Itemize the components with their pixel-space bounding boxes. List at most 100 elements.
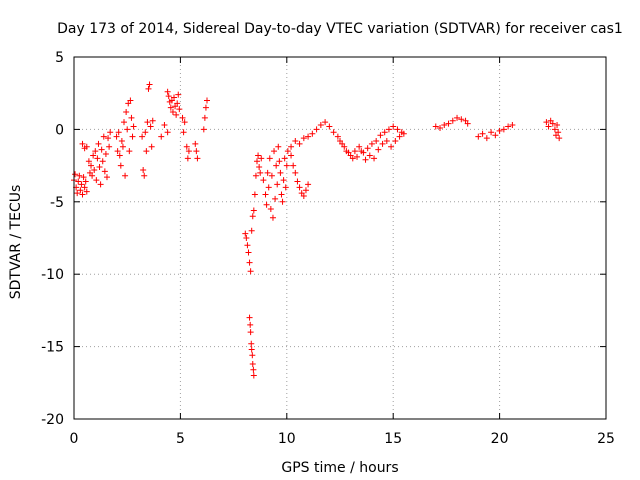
data-point — [173, 111, 180, 118]
data-point — [116, 152, 123, 159]
data-point — [124, 126, 131, 133]
data-point — [292, 137, 299, 144]
data-point — [400, 130, 407, 137]
data-point — [556, 135, 563, 142]
data-point — [244, 242, 251, 249]
data-points — [71, 81, 563, 379]
data-point — [83, 143, 90, 150]
data-point — [349, 155, 356, 162]
data-point — [479, 130, 486, 137]
data-point — [268, 172, 275, 179]
data-point — [88, 162, 95, 169]
data-point — [554, 122, 561, 129]
data-point — [449, 117, 456, 124]
data-point — [555, 129, 562, 136]
data-point — [390, 123, 397, 130]
data-point — [248, 227, 255, 234]
data-point — [76, 172, 83, 179]
y-tick-label: 0 — [55, 122, 64, 138]
data-point — [280, 177, 287, 184]
data-point — [543, 119, 550, 126]
data-point — [288, 152, 295, 159]
data-point — [396, 133, 403, 140]
data-point — [381, 129, 388, 136]
data-point — [79, 191, 86, 198]
data-point — [128, 114, 135, 121]
data-point — [251, 191, 258, 198]
data-point — [167, 104, 174, 111]
data-point — [100, 133, 107, 140]
data-point — [127, 97, 134, 104]
data-point — [141, 172, 148, 179]
data-point — [309, 130, 316, 137]
data-point — [274, 181, 281, 188]
data-point — [181, 119, 188, 126]
x-tick-label: 25 — [597, 431, 615, 447]
data-point — [119, 143, 126, 150]
data-point — [115, 129, 122, 136]
data-point — [375, 146, 382, 153]
data-point — [193, 148, 200, 155]
x-tick-label: 15 — [384, 431, 402, 447]
data-point — [250, 207, 257, 214]
data-point — [505, 123, 512, 130]
data-point — [85, 158, 92, 165]
x-axis-label: GPS time / hours — [281, 460, 398, 476]
data-point — [392, 137, 399, 144]
data-point — [147, 123, 154, 130]
plot-frame — [73, 56, 607, 420]
y-tick-label: -10 — [41, 267, 64, 283]
data-point — [180, 129, 187, 136]
data-point — [394, 126, 401, 133]
data-point — [164, 129, 171, 136]
data-point — [79, 140, 86, 147]
data-point — [337, 137, 343, 144]
data-point — [379, 140, 386, 147]
data-point — [106, 143, 113, 150]
data-point — [176, 106, 183, 113]
data-point — [305, 133, 312, 140]
data-point — [81, 184, 88, 191]
data-point — [300, 135, 307, 142]
data-point — [183, 143, 190, 150]
data-point — [72, 171, 79, 178]
data-point — [282, 184, 289, 191]
data-point — [257, 169, 264, 176]
data-point — [248, 346, 255, 353]
y-axis-label: SDTVAR / TECUs — [8, 185, 24, 300]
data-point — [279, 198, 286, 205]
data-point — [283, 162, 290, 169]
data-point — [74, 190, 81, 197]
data-point — [94, 155, 101, 162]
x-tick-label: 0 — [70, 431, 79, 447]
data-point — [432, 123, 439, 130]
data-point — [122, 172, 129, 179]
data-point — [272, 195, 279, 202]
data-point — [83, 188, 90, 195]
x-tick-label: 5 — [176, 431, 185, 447]
data-point — [281, 155, 288, 162]
data-point — [249, 213, 256, 220]
data-point — [250, 366, 257, 373]
data-point — [200, 126, 207, 133]
x-tick-label: 20 — [491, 431, 509, 447]
data-point — [91, 166, 98, 173]
data-point — [305, 181, 312, 188]
data-point — [246, 314, 253, 321]
data-point — [249, 360, 256, 367]
data-point — [364, 145, 371, 152]
data-point — [149, 117, 156, 124]
data-point — [441, 122, 448, 129]
data-point — [95, 140, 102, 147]
data-point — [247, 321, 254, 328]
data-point — [140, 166, 147, 173]
data-point — [105, 135, 112, 142]
data-point — [169, 109, 176, 116]
data-point — [326, 123, 333, 130]
data-point — [142, 129, 149, 136]
data-point — [179, 114, 186, 121]
data-point — [373, 137, 380, 144]
data-point — [129, 133, 136, 140]
data-point — [454, 114, 461, 121]
